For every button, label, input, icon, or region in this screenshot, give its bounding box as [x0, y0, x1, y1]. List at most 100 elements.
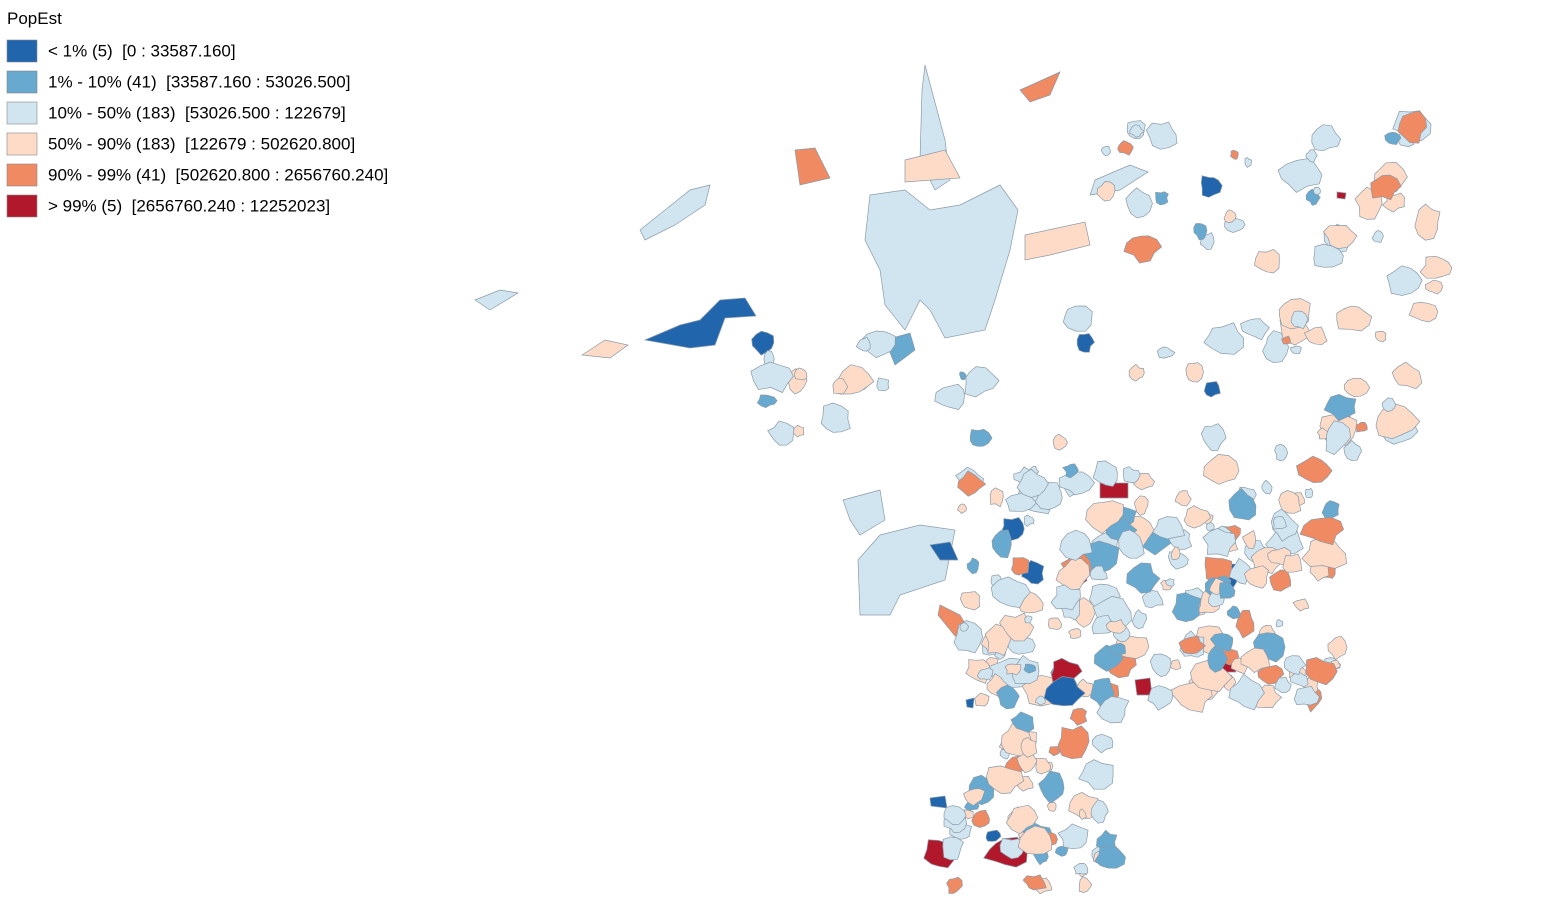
region: [1057, 725, 1090, 760]
legend-label: > 99% (5) [2656760.240 : 12252023]: [48, 196, 330, 215]
region: [1371, 230, 1384, 243]
region: [1219, 582, 1236, 599]
region: [942, 836, 964, 861]
region: [1058, 471, 1096, 496]
region: [989, 487, 1004, 508]
region: [794, 367, 808, 381]
region: [1230, 149, 1239, 160]
region: [1034, 481, 1063, 510]
region: [756, 394, 778, 408]
region: [976, 667, 994, 681]
region: [1078, 759, 1114, 790]
legend-label: 10% - 50% (183) [53026.500 : 122679]: [48, 103, 346, 122]
region: [1055, 558, 1091, 593]
region: [934, 383, 965, 410]
region: [639, 184, 711, 241]
region: [946, 876, 963, 894]
region: [1227, 605, 1241, 620]
legend-swatch: [6, 70, 38, 94]
region: [1117, 140, 1134, 156]
region: [792, 424, 804, 438]
region: [943, 805, 967, 825]
region: [1301, 536, 1347, 569]
region: [1178, 635, 1206, 655]
region: [1206, 522, 1215, 532]
region: [1274, 443, 1289, 462]
regions: [474, 64, 1453, 895]
region: [1100, 146, 1111, 157]
region: [969, 428, 993, 447]
region: [474, 289, 519, 311]
region: [1017, 825, 1053, 855]
region: [1118, 529, 1145, 559]
region: [963, 788, 986, 807]
region: [1022, 874, 1047, 891]
region: [1289, 345, 1302, 355]
region: [1078, 876, 1093, 893]
region: [1240, 318, 1270, 341]
region: [1096, 696, 1130, 724]
region: [1105, 619, 1127, 634]
region: [1050, 584, 1081, 611]
region: [1381, 397, 1397, 412]
region: [1327, 635, 1348, 661]
legend-swatch: [6, 132, 38, 156]
region: [1193, 223, 1208, 241]
region: [1005, 804, 1039, 835]
region: [1305, 487, 1313, 498]
legend-label: 1% - 10% (41) [33587.160 : 53026.500]: [48, 72, 350, 91]
region: [1424, 280, 1444, 295]
region: [1203, 454, 1240, 485]
region: [904, 149, 961, 183]
region: [1336, 305, 1373, 332]
region: [999, 838, 1025, 860]
region: [974, 692, 990, 707]
region: [820, 402, 851, 433]
region: [986, 765, 1025, 794]
region: [1374, 330, 1387, 343]
region: [855, 336, 871, 352]
region: [1169, 659, 1182, 670]
region: [966, 557, 980, 575]
region: [956, 503, 967, 514]
region: [1019, 71, 1061, 103]
legend-label: < 1% (5) [0 : 33587.160]: [48, 41, 236, 60]
region: [864, 184, 1019, 339]
region: [1282, 553, 1303, 573]
region: [1157, 346, 1176, 359]
region: [1155, 191, 1169, 206]
region: [1073, 862, 1089, 875]
region: [1123, 235, 1163, 264]
region: [1323, 394, 1357, 422]
region: [1123, 466, 1141, 484]
legend-swatch: [6, 39, 38, 63]
region: [1200, 175, 1223, 198]
region: [1325, 420, 1351, 456]
region: [1069, 708, 1088, 726]
region: [1391, 361, 1423, 390]
region: [1171, 592, 1202, 622]
region: [1303, 326, 1328, 346]
region: [767, 420, 795, 446]
region: [842, 489, 886, 536]
region: [750, 361, 794, 393]
region: [1254, 248, 1280, 274]
region: [1354, 421, 1368, 433]
region: [1283, 655, 1307, 675]
region: [1055, 845, 1069, 857]
region: [1202, 527, 1237, 557]
region: [1149, 653, 1172, 678]
region: [1305, 149, 1318, 163]
region: [1321, 500, 1340, 520]
region: [1228, 673, 1265, 711]
region: [1128, 363, 1145, 382]
region: [1107, 642, 1127, 656]
legend-swatch: [6, 163, 38, 187]
region: [1397, 110, 1427, 144]
region: [1068, 628, 1082, 639]
region: [1313, 186, 1321, 195]
region: [1343, 377, 1371, 397]
region: [1408, 302, 1439, 323]
